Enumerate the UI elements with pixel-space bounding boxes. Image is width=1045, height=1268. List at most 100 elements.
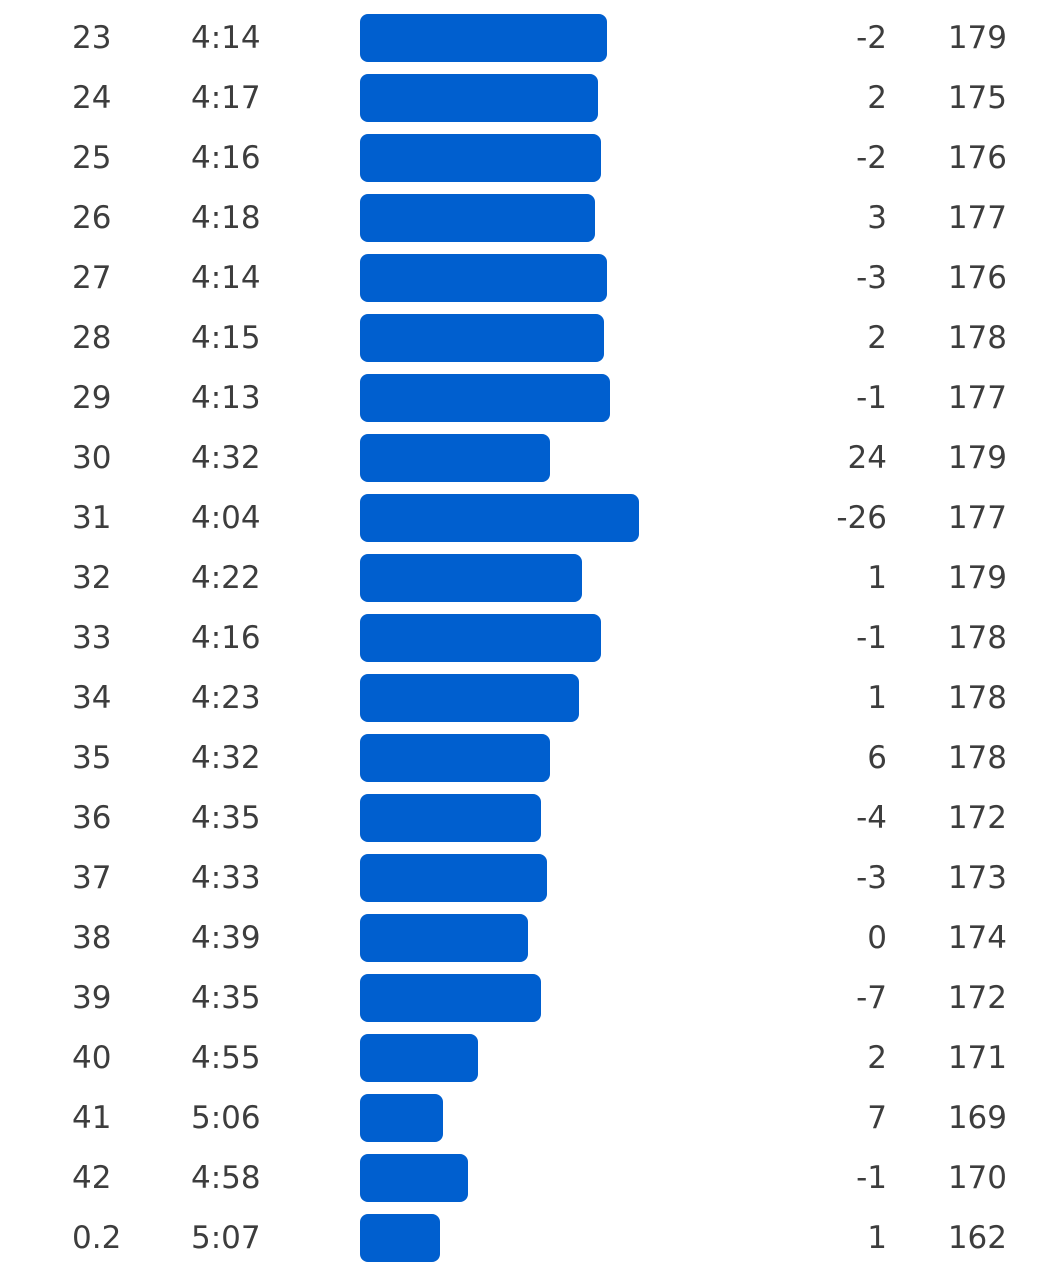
split-cadence: 179 xyxy=(947,20,1007,56)
split-pace: 4:18 xyxy=(191,200,261,236)
split-km: 30 xyxy=(72,440,112,476)
split-row: 42 4:58 -1 170 xyxy=(0,1148,1045,1208)
split-pace: 4:16 xyxy=(191,140,261,176)
split-km: 41 xyxy=(72,1100,112,1136)
split-elevation: 1 xyxy=(867,560,887,596)
split-pace: 4:32 xyxy=(191,440,261,476)
split-km: 35 xyxy=(72,740,112,776)
split-km: 32 xyxy=(72,560,112,596)
split-elevation: -7 xyxy=(856,980,887,1016)
split-pace-bar xyxy=(360,734,551,782)
split-row: 30 4:32 24 179 xyxy=(0,428,1045,488)
split-pace: 4:39 xyxy=(191,920,261,956)
split-pace-bar xyxy=(360,1154,469,1202)
split-row: 37 4:33 -3 173 xyxy=(0,848,1045,908)
split-row: 24 4:17 2 175 xyxy=(0,68,1045,128)
split-km: 36 xyxy=(72,800,112,836)
split-row: 41 5:06 7 169 xyxy=(0,1088,1045,1148)
split-cadence: 176 xyxy=(947,260,1007,296)
split-cadence: 172 xyxy=(947,980,1007,1016)
split-pace: 4:58 xyxy=(191,1160,261,1196)
split-row: 32 4:22 1 179 xyxy=(0,548,1045,608)
split-pace-bar xyxy=(360,1034,478,1082)
split-pace: 4:23 xyxy=(191,680,261,716)
split-km: 40 xyxy=(72,1040,112,1076)
split-pace-bar xyxy=(360,554,582,602)
split-pace-bar xyxy=(360,434,551,482)
split-pace-bar xyxy=(360,374,611,422)
split-cadence: 172 xyxy=(947,800,1007,836)
split-pace: 4:35 xyxy=(191,800,261,836)
split-elevation: 2 xyxy=(867,1040,887,1076)
split-pace-bar xyxy=(360,974,541,1022)
split-km: 27 xyxy=(72,260,112,296)
split-elevation: 1 xyxy=(867,1220,887,1256)
split-cadence: 162 xyxy=(947,1220,1007,1256)
split-km: 28 xyxy=(72,320,112,356)
split-cadence: 178 xyxy=(947,680,1007,716)
split-row: 31 4:04 -26 177 xyxy=(0,488,1045,548)
split-row: 26 4:18 3 177 xyxy=(0,188,1045,248)
split-pace-bar xyxy=(360,194,595,242)
split-elevation: -1 xyxy=(856,1160,887,1196)
split-elevation: -4 xyxy=(856,800,887,836)
split-cadence: 175 xyxy=(947,80,1007,116)
split-pace-bar xyxy=(360,14,608,62)
split-row: 34 4:23 1 178 xyxy=(0,668,1045,728)
split-pace-bar xyxy=(360,74,598,122)
split-km: 33 xyxy=(72,620,112,656)
split-pace-bar xyxy=(360,614,601,662)
split-pace-bar xyxy=(360,854,548,902)
split-pace: 4:33 xyxy=(191,860,261,896)
split-km: 37 xyxy=(72,860,112,896)
split-pace-bar xyxy=(360,314,605,362)
split-cadence: 179 xyxy=(947,440,1007,476)
split-pace: 4:17 xyxy=(191,80,261,116)
split-cadence: 174 xyxy=(947,920,1007,956)
split-km: 25 xyxy=(72,140,112,176)
split-km: 29 xyxy=(72,380,112,416)
split-elevation: -1 xyxy=(856,380,887,416)
split-row: 25 4:16 -2 176 xyxy=(0,128,1045,188)
split-pace: 4:13 xyxy=(191,380,261,416)
split-pace: 4:04 xyxy=(191,500,261,536)
split-cadence: 176 xyxy=(947,140,1007,176)
split-row: 39 4:35 -7 172 xyxy=(0,968,1045,1028)
split-cadence: 178 xyxy=(947,320,1007,356)
split-elevation: 0 xyxy=(867,920,887,956)
split-row: 29 4:13 -1 177 xyxy=(0,368,1045,428)
split-km: 24 xyxy=(72,80,112,116)
split-pace: 4:22 xyxy=(191,560,261,596)
split-elevation: -3 xyxy=(856,860,887,896)
split-elevation: 1 xyxy=(867,680,887,716)
split-row: 33 4:16 -1 178 xyxy=(0,608,1045,668)
split-elevation: 2 xyxy=(867,320,887,356)
split-pace-bar xyxy=(360,134,601,182)
split-pace-bar xyxy=(360,1214,440,1262)
split-pace-bar xyxy=(360,794,541,842)
split-pace: 4:35 xyxy=(191,980,261,1016)
split-pace: 5:07 xyxy=(191,1220,261,1256)
split-pace: 4:16 xyxy=(191,620,261,656)
split-pace: 4:14 xyxy=(191,20,261,56)
split-km: 39 xyxy=(72,980,112,1016)
split-cadence: 170 xyxy=(947,1160,1007,1196)
split-cadence: 177 xyxy=(947,200,1007,236)
split-cadence: 169 xyxy=(947,1100,1007,1136)
split-elevation: -2 xyxy=(856,140,887,176)
split-elevation: -3 xyxy=(856,260,887,296)
split-pace: 4:32 xyxy=(191,740,261,776)
split-row: 35 4:32 6 178 xyxy=(0,728,1045,788)
split-elevation: 6 xyxy=(867,740,887,776)
split-cadence: 178 xyxy=(947,620,1007,656)
split-km: 0.2 xyxy=(72,1220,122,1256)
split-cadence: 173 xyxy=(947,860,1007,896)
split-elevation: 7 xyxy=(867,1100,887,1136)
split-elevation: -2 xyxy=(856,20,887,56)
split-pace-bar xyxy=(360,254,608,302)
split-cadence: 177 xyxy=(947,380,1007,416)
split-cadence: 177 xyxy=(947,500,1007,536)
split-pace: 4:55 xyxy=(191,1040,261,1076)
split-row: 23 4:14 -2 179 xyxy=(0,8,1045,68)
